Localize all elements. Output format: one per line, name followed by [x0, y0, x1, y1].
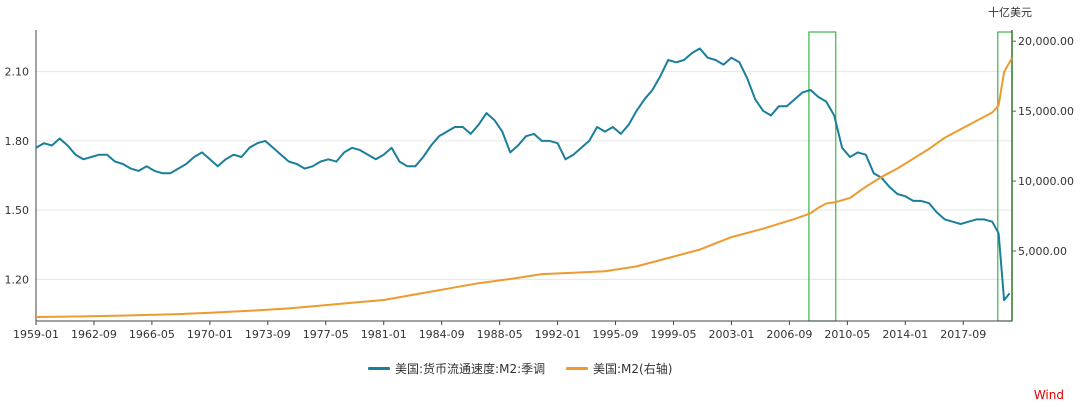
left-tick-label: 2.10 [5, 66, 30, 79]
highlight-box [808, 31, 837, 322]
x-tick-label: 2010-05 [824, 328, 870, 341]
x-tick-label: 1999-05 [651, 328, 697, 341]
highlight-box [997, 31, 1013, 322]
grid-lines [36, 71, 1012, 280]
axes [35, 30, 1013, 322]
x-tick-label: 1973-09 [245, 328, 291, 341]
right-tick-label: 15,000.00 [1018, 105, 1074, 118]
x-tick-label: 2014-01 [882, 328, 928, 341]
x-tick-label: 2003-01 [708, 328, 754, 341]
right-tick-label: 10,000.00 [1018, 175, 1074, 188]
x-tick-label: 2017-09 [940, 328, 986, 341]
right-tick-label: 5,000.00 [1018, 245, 1067, 258]
m2-series-line [35, 57, 1013, 318]
x-tick-label: 1984-09 [419, 328, 465, 341]
x-axis-ticks: 1959-01 1962-09 1966-05 1970-01 1973-09 1977-… [13, 321, 986, 341]
legend-item-m2[interactable]: 美国:M2(右轴) [566, 360, 672, 377]
x-tick-label: 1966-05 [129, 328, 175, 341]
right-axis-unit: 十亿美元 [988, 5, 1032, 19]
legend: 美国:货币流通速度:M2:季调 美国:M2(右轴) [0, 360, 1080, 380]
legend-swatch-velocity [368, 367, 390, 370]
x-tick-label: 2006-09 [766, 328, 812, 341]
legend-label-m2: 美国:M2(右轴) [593, 362, 673, 376]
left-tick-label: 1.20 [5, 273, 30, 286]
right-tick-label: 20,000.00 [1018, 35, 1074, 48]
series-lines [35, 47, 1013, 318]
highlight-regions [808, 31, 1013, 322]
x-tick-label: 1962-09 [71, 328, 117, 341]
x-tick-label: 1959-01 [13, 328, 59, 341]
x-tick-label: 1988-05 [477, 328, 523, 341]
legend-label-velocity: 美国:货币流通速度:M2:季调 [395, 362, 546, 376]
left-tick-label: 1.50 [5, 204, 30, 217]
legend-swatch-m2 [566, 367, 588, 370]
left-tick-label: 1.80 [5, 135, 30, 148]
x-tick-label: 1981-01 [361, 328, 407, 341]
right-axis-ticks: 5,000.00 10,000.00 15,000.00 20,000.00 [1012, 35, 1074, 258]
legend-item-velocity[interactable]: 美国:货币流通速度:M2:季调 [368, 360, 545, 377]
brand-watermark: Wind [1033, 388, 1064, 402]
x-tick-label: 1977-05 [303, 328, 349, 341]
velocity-series-line [35, 47, 1011, 302]
x-tick-label: 1970-01 [187, 328, 233, 341]
left-axis-ticks: 1.20 1.50 1.80 2.10 [5, 66, 30, 287]
x-tick-label: 1995-09 [593, 328, 639, 341]
x-tick-label: 1992-01 [535, 328, 581, 341]
